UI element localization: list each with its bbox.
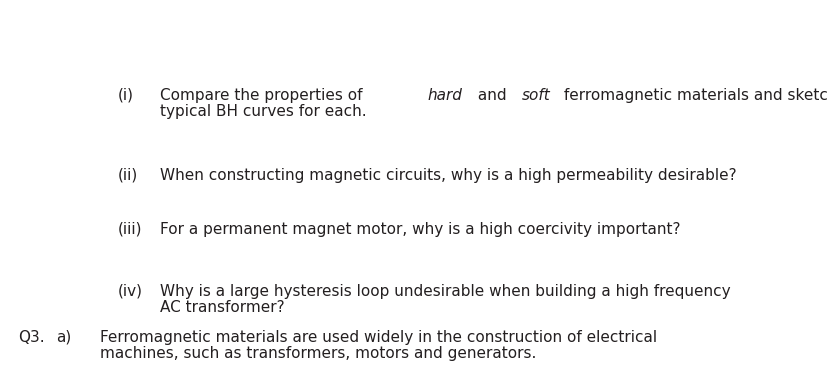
Text: (iii): (iii) — [118, 222, 142, 237]
Text: machines, such as transformers, motors and generators.: machines, such as transformers, motors a… — [100, 346, 537, 361]
Text: (iv): (iv) — [118, 284, 143, 299]
Text: AC transformer?: AC transformer? — [160, 300, 284, 315]
Text: Why is a large hysteresis loop undesirable when building a high frequency: Why is a large hysteresis loop undesirab… — [160, 284, 730, 299]
Text: Ferromagnetic materials are used widely in the construction of electrical: Ferromagnetic materials are used widely … — [100, 330, 657, 345]
Text: Compare the properties of: Compare the properties of — [160, 88, 367, 103]
Text: (ii): (ii) — [118, 168, 138, 183]
Text: (i): (i) — [118, 88, 134, 103]
Text: and: and — [472, 88, 511, 103]
Text: Q3.: Q3. — [18, 330, 45, 345]
Text: ferromagnetic materials and sketch: ferromagnetic materials and sketch — [559, 88, 827, 103]
Text: When constructing magnetic circuits, why is a high permeability desirable?: When constructing magnetic circuits, why… — [160, 168, 737, 183]
Text: typical BH curves for each.: typical BH curves for each. — [160, 104, 366, 119]
Text: a): a) — [56, 330, 71, 345]
Text: For a permanent magnet motor, why is a high coercivity important?: For a permanent magnet motor, why is a h… — [160, 222, 681, 237]
Text: soft: soft — [523, 88, 551, 103]
Text: hard: hard — [428, 88, 462, 103]
